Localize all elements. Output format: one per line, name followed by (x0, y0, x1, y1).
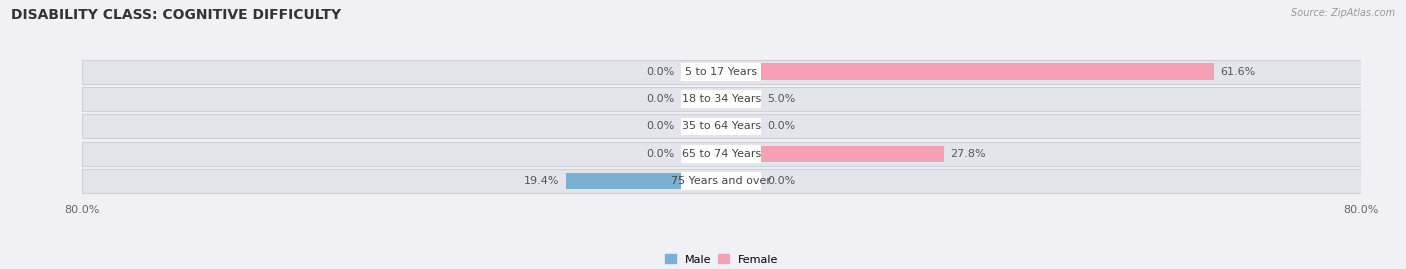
Bar (721, 63, 1213, 80)
Bar (682, 91, 721, 107)
Text: 0.0%: 0.0% (647, 67, 675, 77)
Bar (82, 169, 1361, 193)
Bar (82, 142, 1361, 166)
Bar (682, 118, 761, 135)
Bar (682, 172, 761, 190)
Text: 0.0%: 0.0% (768, 176, 796, 186)
Bar (82, 87, 1361, 111)
Text: 19.4%: 19.4% (524, 176, 560, 186)
Bar (682, 145, 761, 163)
Bar (682, 63, 761, 80)
Text: 5 to 17 Years: 5 to 17 Years (685, 67, 758, 77)
Legend: Male, Female: Male, Female (659, 250, 783, 269)
Bar (721, 118, 761, 135)
Bar (721, 146, 943, 162)
Text: 0.0%: 0.0% (647, 121, 675, 132)
Bar (721, 91, 761, 107)
Text: Source: ZipAtlas.com: Source: ZipAtlas.com (1291, 8, 1395, 18)
Bar (682, 146, 721, 162)
Text: 0.0%: 0.0% (768, 121, 796, 132)
Bar (682, 118, 721, 135)
Text: 18 to 34 Years: 18 to 34 Years (682, 94, 761, 104)
Text: 65 to 74 Years: 65 to 74 Years (682, 149, 761, 159)
Text: 27.8%: 27.8% (950, 149, 986, 159)
Bar (721, 173, 761, 189)
Bar (82, 59, 1361, 84)
Text: 61.6%: 61.6% (1220, 67, 1256, 77)
Bar (82, 114, 1361, 139)
Bar (682, 63, 721, 80)
Text: 5.0%: 5.0% (768, 94, 796, 104)
Text: 35 to 64 Years: 35 to 64 Years (682, 121, 761, 132)
Text: DISABILITY CLASS: COGNITIVE DIFFICULTY: DISABILITY CLASS: COGNITIVE DIFFICULTY (11, 8, 342, 22)
Text: 0.0%: 0.0% (647, 94, 675, 104)
Text: 0.0%: 0.0% (647, 149, 675, 159)
Text: 75 Years and over: 75 Years and over (671, 176, 772, 186)
Bar (682, 90, 761, 108)
Bar (567, 173, 721, 189)
